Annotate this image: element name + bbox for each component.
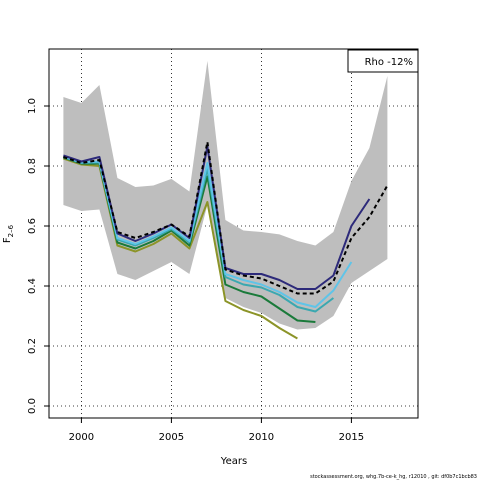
- y-axis-title-sub: 2–6: [7, 224, 15, 237]
- x-axis-title: Years: [220, 456, 247, 467]
- plot-frame: [48, 48, 419, 419]
- x-tick-label: 2005: [159, 432, 184, 443]
- legend-box: [347, 49, 419, 73]
- confidence-band: [63, 61, 388, 330]
- y-tick-label: 0.2: [27, 338, 38, 354]
- y-tick-label: 0.4: [27, 278, 38, 294]
- x-tick-label: 2010: [249, 432, 274, 443]
- series-line-4: [63, 155, 353, 308]
- y-axis-title: F2–6: [2, 224, 15, 243]
- series-layer: [63, 141, 389, 340]
- y-tick-label: 0.0: [27, 398, 38, 414]
- legend-text: Rho -12%: [365, 57, 413, 68]
- y-tick-label: 0.6: [27, 218, 38, 234]
- confidence-band-layer: [63, 61, 388, 330]
- footnote: stockassessment.org, whg.7b-ce-k_hg, r12…: [310, 474, 477, 480]
- y-axis-title-main: F: [2, 237, 13, 243]
- legend: Rho -12%: [347, 49, 419, 73]
- axis-ticks: 2000 2005 2010 2015 0.0 0.2 0.4 0.6 0.8 1.0: [27, 98, 364, 443]
- x-tick-label: 2015: [339, 432, 364, 443]
- y-tick-label: 1.0: [27, 98, 38, 114]
- series-line-6: [63, 141, 389, 295]
- x-tick-label: 2000: [69, 432, 94, 443]
- y-tick-label: 0.8: [27, 158, 38, 174]
